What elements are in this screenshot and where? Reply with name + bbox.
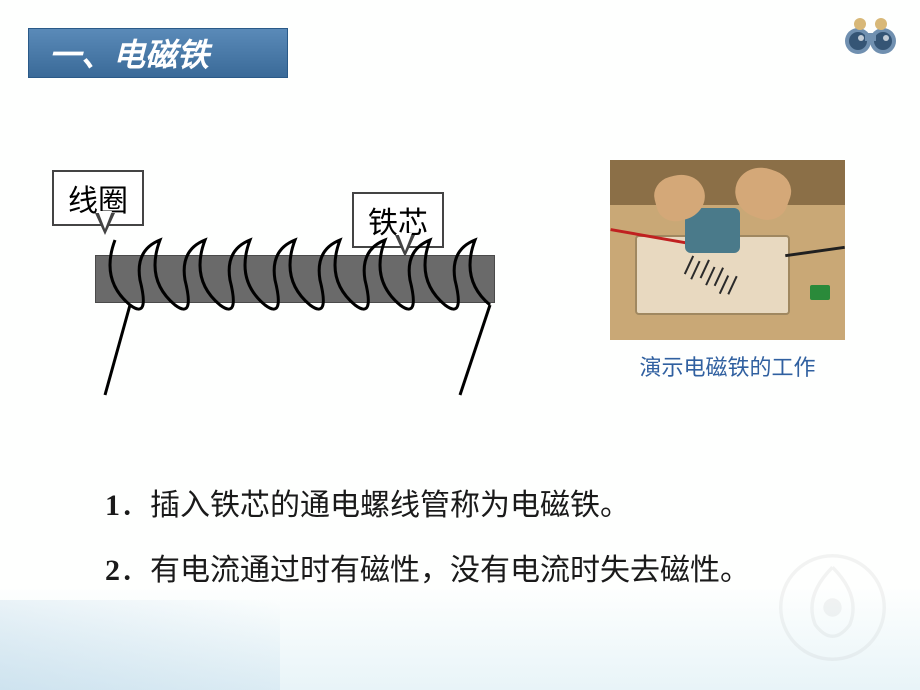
definition-point-1: 1．插入铁芯的通电螺线管称为电磁铁。 (45, 480, 870, 531)
watermark-icon (775, 550, 890, 665)
point1-text: ．插入铁芯的通电螺线管称为电磁铁。 (120, 489, 630, 522)
demo-photo (610, 160, 845, 340)
point2-text: ．有电流通过时有磁性，没有电流时失去磁性。 (120, 554, 750, 587)
section-header: 一、电磁铁 (28, 28, 288, 78)
section-title: 一、电磁铁 (49, 30, 209, 76)
photo-connector (810, 285, 830, 300)
point2-number: 2 (105, 554, 120, 587)
demo-photo-area: 演示电磁铁的工作 (610, 160, 845, 382)
photo-caption: 演示电磁铁的工作 (610, 350, 845, 382)
binoculars-icon (843, 15, 898, 57)
definition-point-2: 2．有电流通过时有磁性，没有电流时失去磁性。 (45, 545, 870, 596)
electromagnet-diagram: 线圈 铁芯 (40, 140, 560, 400)
coil-winding (95, 230, 515, 400)
point1-number: 1 (105, 489, 120, 522)
bottom-gradient (0, 600, 280, 690)
photo-iron-filings (678, 255, 748, 290)
